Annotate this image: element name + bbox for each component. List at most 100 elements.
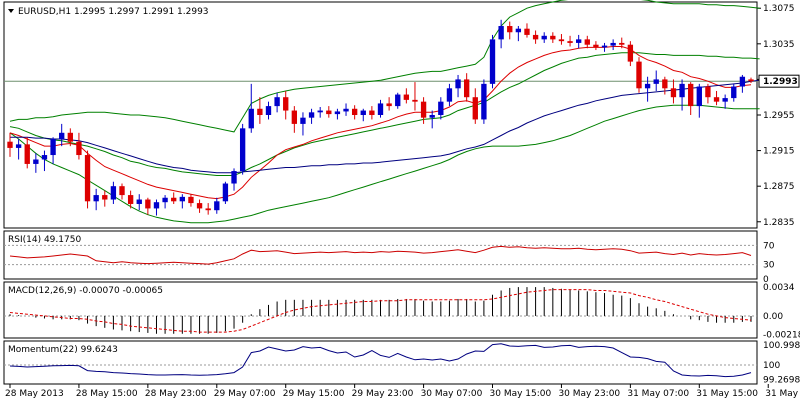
current-price-label: 1.2993 <box>763 77 798 87</box>
pane-frame-mom <box>3 340 758 385</box>
candle-body <box>412 99 418 102</box>
candle-body <box>472 97 478 120</box>
candle-body <box>429 115 435 118</box>
time-tick-label: 28 May 15:00 <box>76 389 138 399</box>
pane-frame-rsi <box>3 230 758 280</box>
current-price-badge <box>758 74 800 88</box>
candle-body <box>222 183 229 202</box>
candle-body <box>395 94 401 107</box>
candle-body <box>532 34 539 40</box>
candle-body <box>550 35 556 40</box>
momentum-tick-label: 99.2698 <box>763 376 800 386</box>
candle-body <box>145 199 151 209</box>
candle-body <box>7 141 13 148</box>
candle-body <box>515 28 522 33</box>
candle-body <box>257 108 263 115</box>
candle-body <box>84 155 91 202</box>
candle-body <box>93 195 99 202</box>
candle-body <box>662 79 668 89</box>
candle-body <box>558 39 565 42</box>
time-tick-label: 29 May 23:00 <box>352 389 414 399</box>
candle-body <box>576 39 582 43</box>
candle-body <box>15 144 22 148</box>
price-tick-label: 1.2955 <box>763 111 795 121</box>
candle-body <box>136 199 142 204</box>
candle-body <box>274 97 280 107</box>
rsi-tick-label: 70 <box>763 241 775 251</box>
candle-body <box>239 128 246 172</box>
rsi-line <box>9 245 752 265</box>
candle-body <box>619 42 625 45</box>
time-tick-label: 30 May 15:00 <box>490 389 552 399</box>
momentum-line <box>9 343 752 378</box>
candle-body <box>386 103 392 107</box>
candle-body <box>343 108 349 112</box>
candle-body <box>567 41 573 43</box>
candle-body <box>644 83 651 89</box>
candle-body <box>110 186 117 200</box>
candle-body <box>127 195 134 204</box>
rsi-tick-label: 30 <box>763 261 775 271</box>
candle-body <box>713 97 720 102</box>
overlay-ema-fast <box>9 46 752 200</box>
candle-body <box>524 28 530 35</box>
candle-body <box>481 83 487 120</box>
candle-body <box>162 197 168 203</box>
candle-body <box>283 97 289 111</box>
candle-body <box>636 61 642 89</box>
candle-body <box>308 112 315 118</box>
main-chart-title: EURUSD,H1 1.2995 1.2997 1.2991 1.2993 <box>18 7 209 17</box>
candle-body <box>748 79 754 82</box>
price-tick-label: 1.2875 <box>763 182 795 192</box>
candle-body <box>679 83 685 98</box>
candle-body <box>377 103 384 115</box>
price-tick-label: 1.2915 <box>763 147 795 157</box>
candle-body <box>196 203 203 209</box>
candle-body <box>205 208 211 211</box>
momentum-tick-label: 100 <box>763 361 780 371</box>
time-tick-label: 31 May 15:00 <box>696 389 758 399</box>
macd-tick-label: -0.00218 <box>763 330 800 340</box>
candle-body <box>688 83 694 107</box>
candle-body <box>326 110 332 115</box>
candle-body <box>59 132 65 140</box>
overlay-bollinger-lower <box>9 104 760 224</box>
overlay-bollinger-upper <box>9 0 760 133</box>
candle-body <box>50 139 56 156</box>
candle-body <box>360 110 366 115</box>
candle-body <box>420 101 427 118</box>
time-tick-label: 29 May 15:00 <box>283 389 345 399</box>
candle-body <box>334 111 341 115</box>
price-tick-label: 1.3075 <box>763 4 795 14</box>
candle-body <box>119 186 125 196</box>
candle-body <box>455 79 461 89</box>
time-tick-label: 29 May 07:00 <box>214 389 276 399</box>
candle-body <box>403 94 410 100</box>
candle-body <box>231 171 237 184</box>
candle-body <box>627 44 634 62</box>
candle-body <box>739 76 746 87</box>
candle-body <box>214 201 220 211</box>
candle-body <box>507 26 513 33</box>
title-dropdown-icon <box>8 9 14 13</box>
macd-tick-label: 0.00 <box>763 312 783 322</box>
price-tick-label: 1.2835 <box>763 218 795 228</box>
candle-body <box>731 86 737 99</box>
candle-body <box>188 196 194 204</box>
candle-body <box>498 26 504 40</box>
candle-body <box>722 98 728 102</box>
candle-body <box>171 197 177 202</box>
candle-body <box>369 110 375 115</box>
candle-body <box>102 195 108 200</box>
candle-body <box>584 39 590 45</box>
candle-body <box>41 155 48 160</box>
candle-body <box>670 88 677 98</box>
candle-body <box>33 159 39 164</box>
momentum-tick-label: 100.9986 <box>763 341 800 351</box>
candle-body <box>24 144 30 164</box>
price-tick-label: 1.3035 <box>763 40 795 50</box>
candle-body <box>610 42 616 46</box>
macd-tick-label: 0.0034 <box>763 283 795 293</box>
